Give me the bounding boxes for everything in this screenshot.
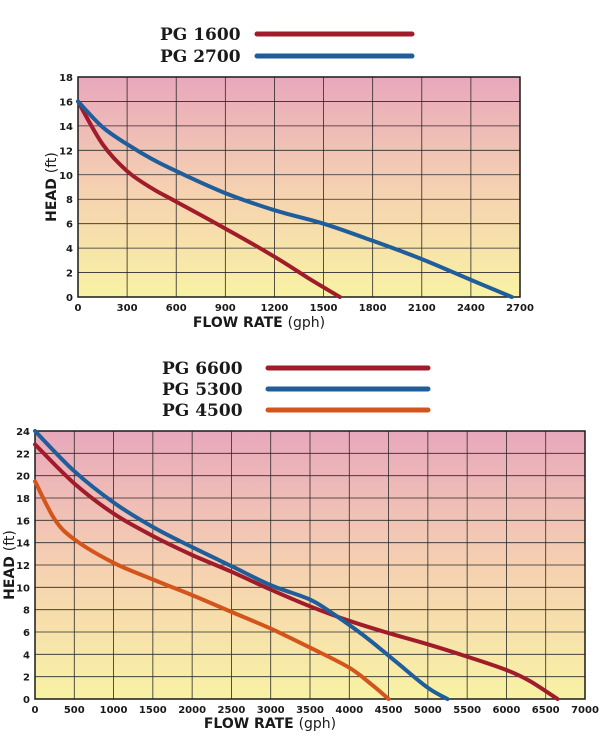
y-tick-label: 0 [66,293,73,304]
x-axis-unit: (gph) [299,716,337,732]
x-tick-label: 6000 [493,705,521,716]
x-tick-label: 7000 [571,705,599,716]
y-tick-label: 10 [16,583,30,594]
legend-label: PG 6600 [162,359,243,379]
series-line-pg-6600 [33,442,560,701]
x-tick-label: 500 [64,705,85,716]
plot-background [78,77,520,297]
y-tick-label: 14 [16,539,30,550]
chart-2: 0 500 1000 1500 2000 2500 3000 3500 4000 4500 5000… [2,359,599,732]
x-tick-label: 5500 [453,705,481,716]
y-tick-label: 8 [66,195,73,206]
y-tick-label: 20 [16,472,30,483]
series-line-pg-5300 [33,429,450,701]
x-tick-label: 2000 [178,705,206,716]
x-axis-unit: (gph) [288,315,326,331]
y-tick-label: 24 [16,427,30,438]
y-tick-label: 18 [16,494,30,505]
y-tick-label: 2 [66,269,73,280]
y-tick-label: 12 [16,561,30,572]
x-tick-label: 4500 [375,705,403,716]
x-axis-title: FLOW RATE (gph) [204,716,336,732]
y-tick-label: 0 [23,695,30,706]
series-line-pg-1600 [76,99,342,299]
legend-label: PG 5300 [162,380,243,400]
series-line-pg-4500 [33,479,391,701]
y-tick-label: 2 [23,673,30,684]
y-axis-unit: (ft) [2,530,18,551]
x-tick-label: 2100 [408,303,436,314]
x-tick-label: 5000 [414,705,442,716]
x-tick-label: 6500 [532,705,560,716]
x-tick-label: 4000 [335,705,363,716]
x-tick-label: 0 [75,303,82,314]
x-tick-label: 3500 [296,705,324,716]
x-tick-label: 0 [32,705,39,716]
y-tick-label: 6 [66,220,73,231]
x-axis-title: FLOW RATE (gph) [193,315,325,331]
y-tick-label: 6 [23,628,30,639]
y-tick-label: 14 [59,122,73,133]
plot-frame [77,76,521,298]
x-tick-label: 600 [166,303,187,314]
y-tick-label: 4 [23,650,30,661]
y-tick-label: 16 [59,97,73,108]
x-tick-label: 1000 [100,705,128,716]
x-tick-label: 3000 [257,705,285,716]
plot-frame [34,430,586,700]
legend-label: PG 2700 [160,47,241,67]
legend-label: PG 1600 [160,25,241,45]
legend-label: PG 4500 [162,401,243,421]
x-tick-label: 2500 [218,705,246,716]
y-tick-label: 10 [59,171,73,182]
x-tick-label: 900 [215,303,236,314]
x-tick-label: 1200 [261,303,289,314]
y-tick-label: 12 [59,146,73,157]
x-tick-label: 2400 [457,303,485,314]
y-axis-unit: (ft) [44,152,60,173]
y-axis-title: HEAD (ft) [44,152,60,222]
y-axis-title: HEAD (ft) [2,530,18,600]
y-tick-label: 18 [59,73,73,84]
y-tick-label: 16 [16,516,30,527]
y-tick-label: 4 [66,244,73,255]
x-tick-label: 1800 [359,303,387,314]
chart-1: 0 300 600 900 1200 1500 1800 2100 2400 2700 0 2 4 6 8 1… [44,25,534,331]
x-tick-label: 300 [117,303,138,314]
series-line-pg-2700 [76,99,514,299]
x-tick-label: 1500 [139,705,167,716]
y-tick-label: 22 [16,449,30,460]
x-tick-label: 1500 [310,303,338,314]
x-tick-label: 2700 [506,303,534,314]
y-tick-label: 8 [23,606,30,617]
